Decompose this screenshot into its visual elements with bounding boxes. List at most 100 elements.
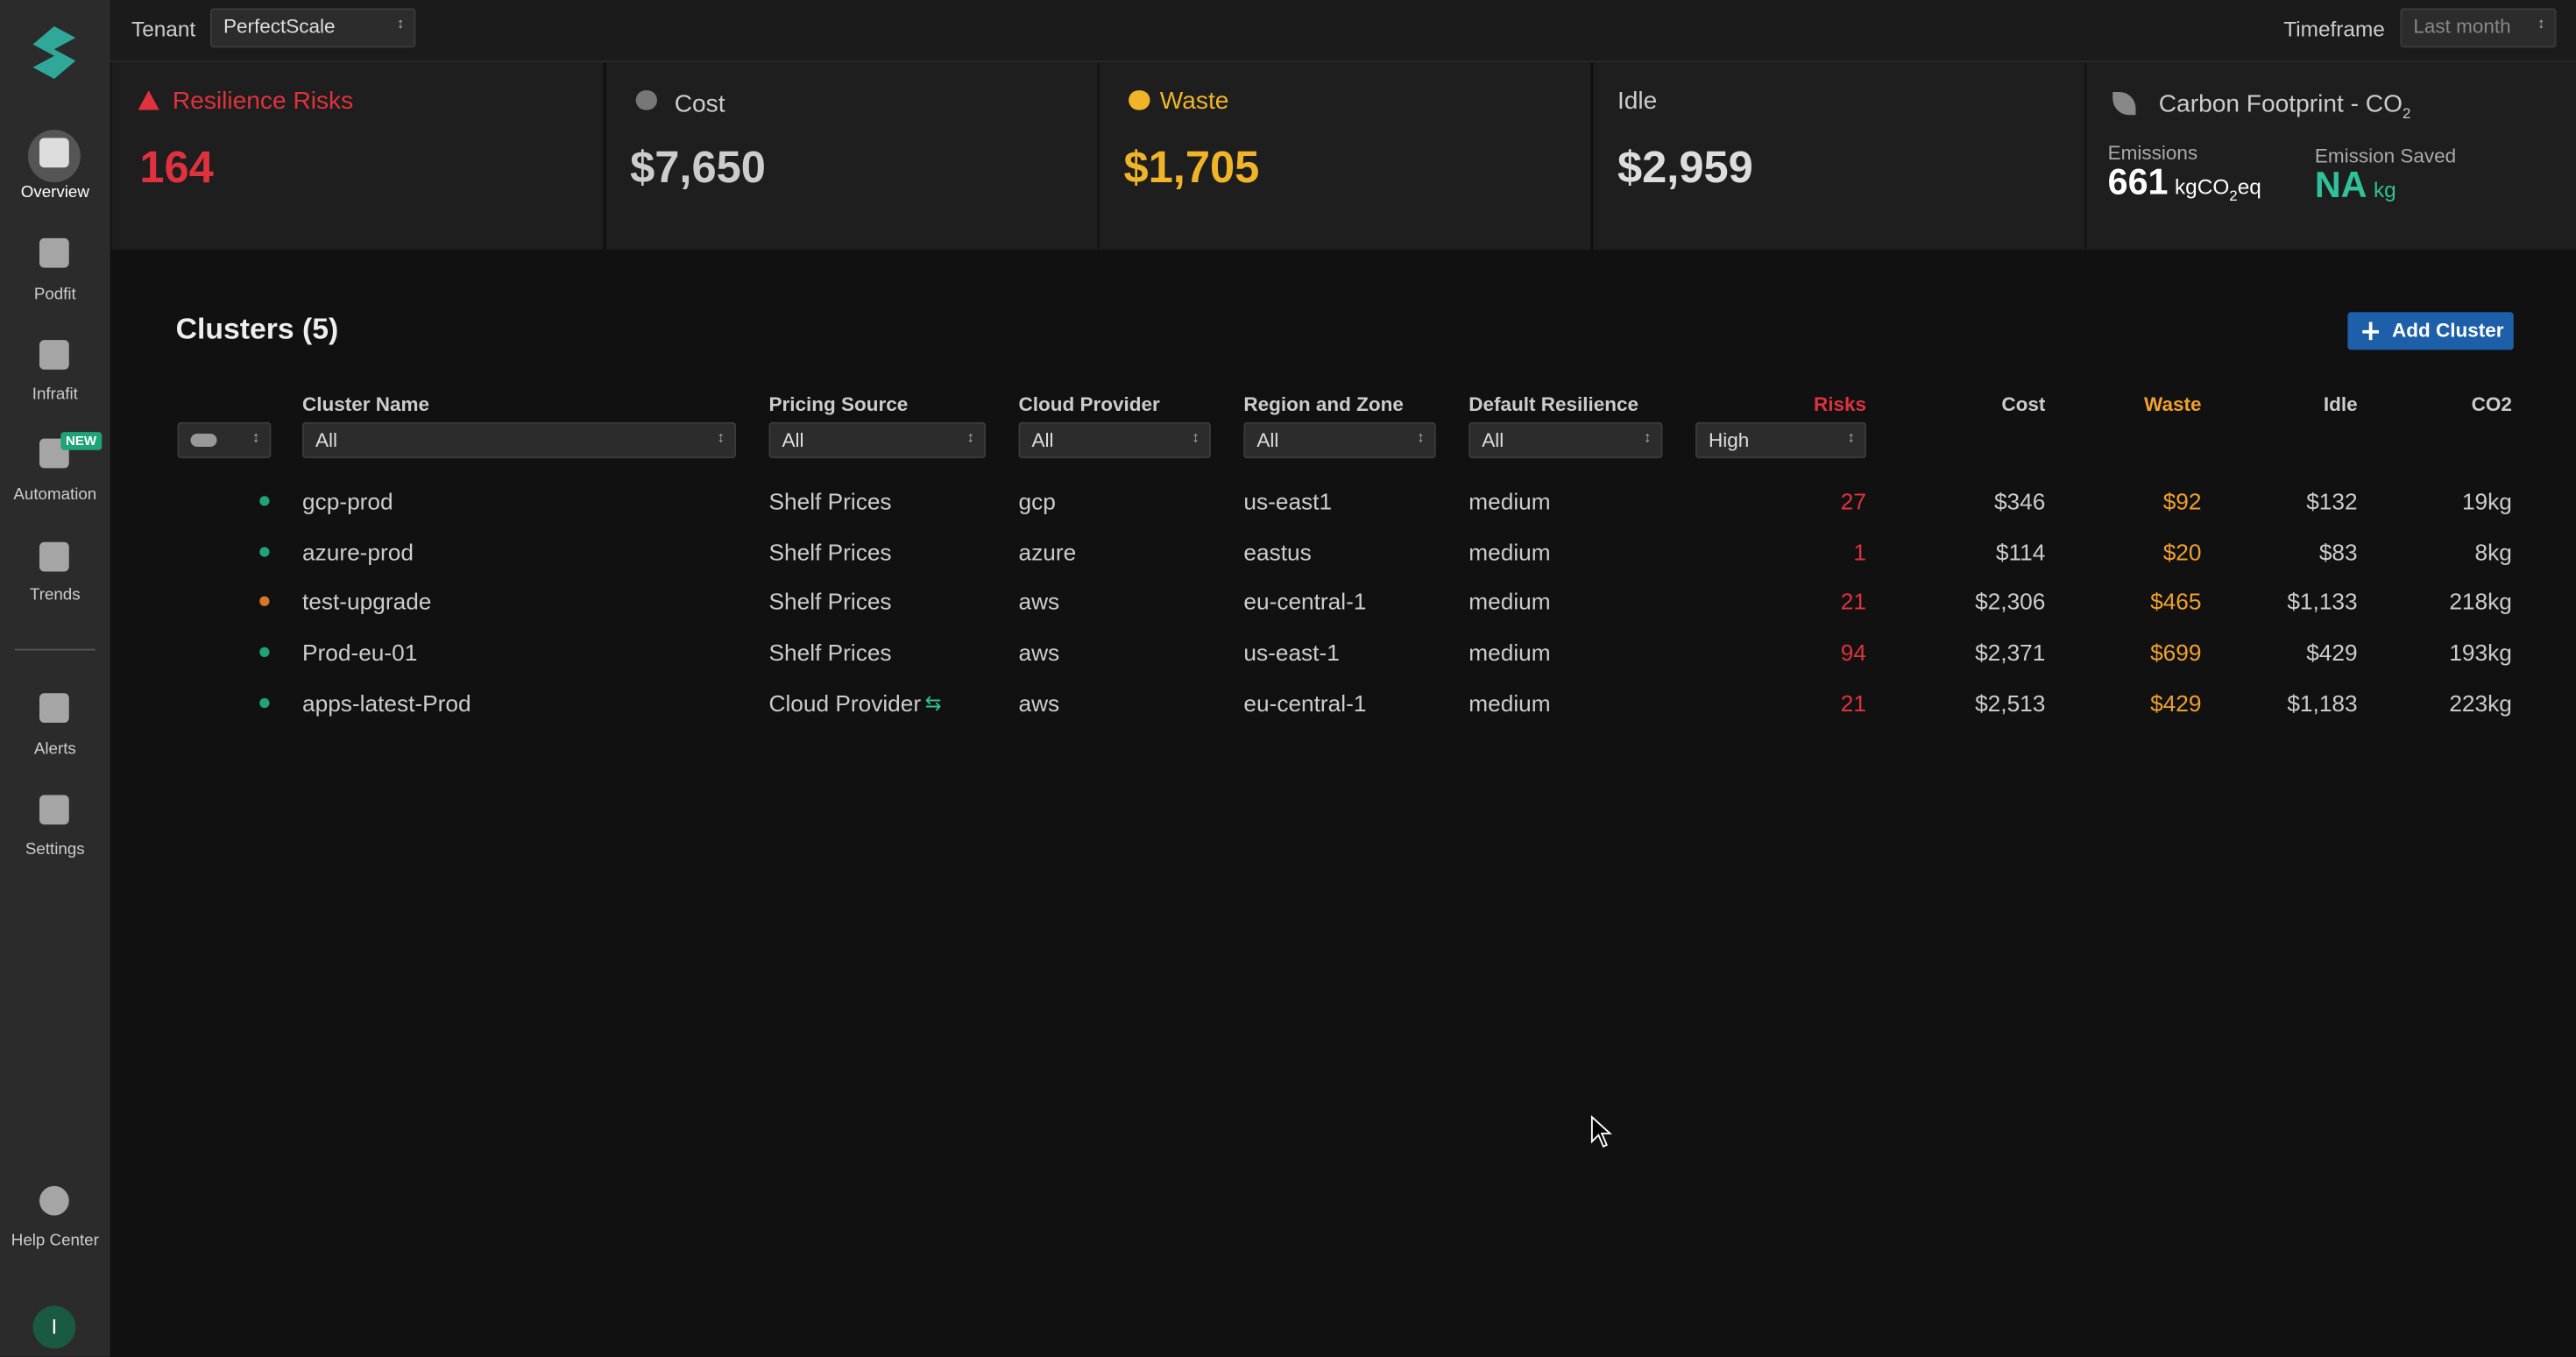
table-cell: medium (1468, 538, 1551, 565)
timeframe-select[interactable]: Last month (2400, 8, 2557, 48)
card-icon (1129, 90, 1150, 110)
table-cell: medium (1468, 487, 1551, 514)
divider (14, 648, 96, 651)
column-header: Pricing Source (768, 392, 909, 416)
nav-icon (39, 1185, 69, 1216)
summary-card: Resilience Risks 164 (111, 62, 604, 250)
status-dot (259, 496, 270, 506)
toggle-filter[interactable] (177, 421, 272, 459)
table-cell[interactable]: Prod-eu-01 (302, 639, 418, 666)
tenant-select[interactable]: PerfectScale (210, 8, 416, 48)
nav-item[interactable]: Settings (0, 795, 110, 874)
table-cell: 19kg (2461, 487, 2512, 514)
nav-label: Overview (20, 184, 89, 202)
toggle-icon (190, 434, 217, 447)
table-cell: medium (1468, 639, 1551, 666)
table-cell: medium (1468, 689, 1551, 717)
column-filter[interactable]: All (1468, 421, 1663, 459)
nav-label: Alerts (33, 740, 76, 760)
column-header: Cluster Name (302, 392, 430, 416)
nav-item[interactable]: Overview (0, 138, 110, 217)
table-cell[interactable]: gcp-prod (302, 487, 393, 514)
status-dot (259, 697, 270, 708)
table-cell: 193kg (2449, 639, 2512, 666)
summary-card: Cost $7,650 (605, 62, 1097, 250)
nav-label: Trends (29, 586, 81, 604)
table-cell: $429 (2306, 639, 2358, 666)
table-cell: $1,183 (2287, 689, 2358, 717)
column-filter[interactable]: All (768, 421, 986, 459)
table-cell: Shelf Prices (768, 639, 892, 666)
nav-label: Automation (13, 486, 97, 505)
table-cell: $92 (2162, 487, 2202, 514)
clusters-title: Clusters (5) (175, 312, 339, 345)
table-cell: $83 (2318, 538, 2358, 565)
table-cell: Shelf Prices (768, 588, 892, 615)
summary-card: Waste $1,705 (1099, 62, 1590, 250)
emissions-unit: kgCO (2174, 173, 2230, 199)
add-cluster-button[interactable]: Add Cluster (2347, 312, 2514, 350)
card-value: $7,650 (630, 143, 766, 193)
column-filter[interactable]: High (1695, 421, 1866, 459)
table-cell: eu-central-1 (1243, 588, 1367, 615)
nav-label: Podfit (33, 286, 76, 304)
column-filter[interactable]: All (1018, 421, 1211, 459)
card-icon (2112, 92, 2136, 116)
column-header: CO2 (2471, 392, 2512, 416)
table-cell: $2,306 (1975, 588, 2046, 615)
table-cell: eastus (1243, 538, 1312, 565)
nav-icon (39, 237, 69, 268)
status-dot (259, 597, 270, 607)
column-header: Cost (2001, 392, 2046, 416)
table-cell: $2,513 (1975, 689, 2046, 717)
table-cell: 21 (1840, 689, 1866, 717)
table-cell: us-east1 (1243, 487, 1333, 514)
logo (32, 26, 76, 79)
saved-unit: kg (2373, 177, 2396, 202)
table-cell: aws (1018, 639, 1060, 666)
table-cell: 223kg (2449, 689, 2512, 717)
column-filter[interactable]: All (1243, 421, 1436, 459)
table-cell[interactable]: azure-prod (302, 538, 414, 565)
nav-icon (39, 541, 69, 572)
emissions-label: Emissions (2107, 141, 2198, 165)
card-value: $1,705 (1123, 143, 1260, 193)
table-cell: $20 (2162, 538, 2202, 565)
avatar[interactable]: I (32, 1305, 76, 1349)
new-badge: NEW (60, 432, 102, 450)
emissions-unit-suffix: eq (2237, 173, 2261, 199)
card-title: Resilience Risks (172, 87, 354, 116)
saved-label: Emission Saved (2314, 145, 2457, 168)
table-cell: $1,133 (2287, 588, 2358, 615)
emissions: 661 kgCO2eq (2108, 161, 2261, 204)
emissions-value: 661 (2107, 160, 2169, 202)
table-cell: 218kg (2449, 588, 2512, 615)
table-cell[interactable]: apps-latest-Prod (302, 689, 471, 717)
table-cell: 8kg (2474, 538, 2512, 565)
column-filter[interactable]: All (302, 421, 736, 459)
nav-item[interactable]: Podfit (0, 237, 110, 319)
nav-item[interactable]: Help Center (0, 1185, 110, 1265)
nav-icon (39, 693, 69, 723)
button-label: Add Cluster (2392, 318, 2504, 342)
subscript: 2 (2402, 105, 2411, 122)
table-cell: $2,371 (1975, 639, 2046, 666)
column-header: Idle (2323, 392, 2358, 416)
saved-value: NA (2314, 164, 2367, 206)
nav-item[interactable]: Trends (0, 541, 110, 619)
table-cell[interactable]: test-upgrade (302, 588, 432, 615)
table-cell: eu-central-1 (1243, 689, 1367, 717)
nav-item[interactable]: Alerts (0, 693, 110, 774)
saved: NA kg (2315, 165, 2396, 208)
nav-item[interactable]: Infrafit (0, 340, 110, 419)
table-cell: Cloud Provider (768, 689, 922, 717)
table-cell: 94 (1840, 639, 1866, 666)
table-cell: gcp (1018, 487, 1056, 514)
nav-item[interactable]: Automation (0, 438, 110, 519)
table-cell: us-east-1 (1243, 639, 1340, 666)
subscript: 2 (2229, 187, 2238, 204)
card-value: 164 (139, 143, 214, 193)
column-header: Risks (1813, 392, 1866, 416)
table-cell: 1 (1853, 538, 1866, 565)
